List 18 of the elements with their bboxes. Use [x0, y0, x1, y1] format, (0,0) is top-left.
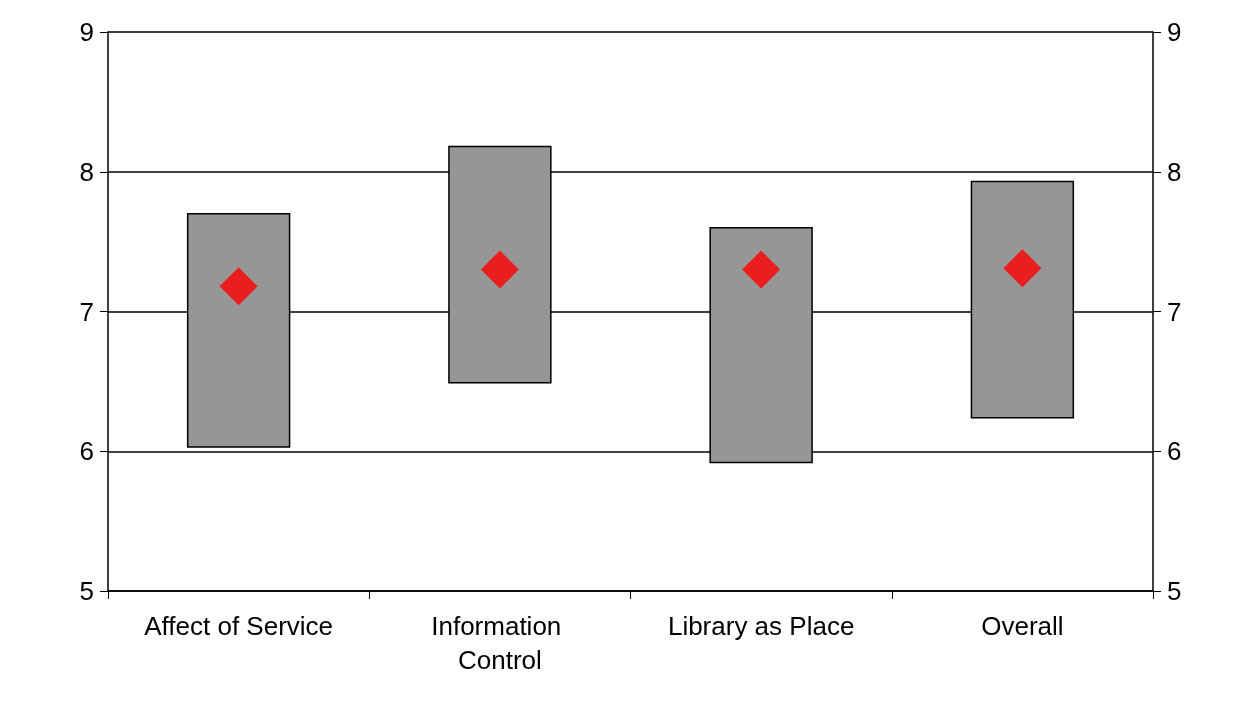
y2-tick-label: 9 [1167, 17, 1182, 47]
y2-tick-label: 8 [1167, 156, 1182, 187]
y-tick-label: 7 [79, 296, 94, 327]
y-tick-label: 6 [79, 436, 94, 467]
y-tick-label: 5 [79, 576, 94, 606]
y2-tick-label: 6 [1167, 436, 1182, 467]
point [742, 250, 781, 289]
y2-tick-label: 7 [1167, 296, 1182, 327]
point [1003, 249, 1042, 288]
x-tick-label: Overall [981, 611, 1064, 641]
x-tick-label: Information Control [431, 611, 569, 675]
y2-tick-label: 5 [1167, 576, 1182, 606]
x-tick-label: Affect of Service [144, 611, 334, 641]
point [480, 250, 519, 289]
y-tick-label: 8 [79, 156, 94, 187]
x-tick-label: Library as Place [667, 611, 855, 641]
point [219, 267, 258, 306]
y-tick-label: 9 [79, 17, 94, 47]
